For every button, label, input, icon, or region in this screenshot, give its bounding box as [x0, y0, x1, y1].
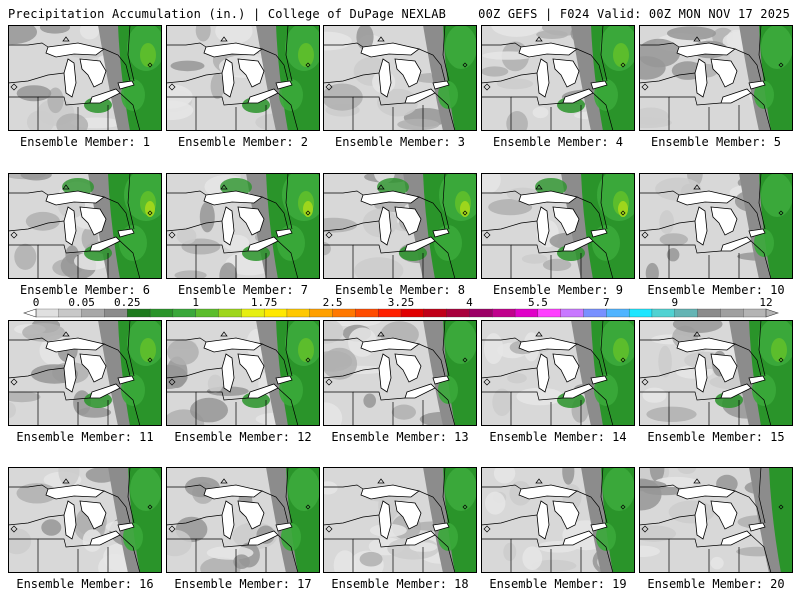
ensemble-member-label: Ensemble Member: 5	[650, 135, 782, 149]
ensemble-panel: Ensemble Member: 17	[166, 467, 320, 591]
ensemble-member-label: Ensemble Member: 15	[647, 430, 785, 444]
ensemble-panel: Ensemble Member: 16	[8, 467, 162, 591]
precip-map	[323, 320, 477, 426]
precip-map	[323, 25, 477, 131]
ensemble-member-label: Ensemble Member: 16	[16, 577, 154, 591]
ensemble-panel: Ensemble Member: 1	[8, 25, 162, 149]
ensemble-panel: Ensemble Member: 5	[639, 25, 793, 149]
ensemble-member-label: Ensemble Member: 20	[647, 577, 785, 591]
ensemble-panel: Ensemble Member: 13	[323, 320, 477, 444]
ensemble-member-label: Ensemble Member: 17	[174, 577, 312, 591]
ensemble-member-label: Ensemble Member: 13	[331, 430, 469, 444]
ensemble-member-label: Ensemble Member: 4	[492, 135, 624, 149]
ensemble-panel: Ensemble Member: 20	[639, 467, 793, 591]
precip-map	[8, 25, 162, 131]
chart-title: Precipitation Accumulation (in.) | Colle…	[8, 7, 447, 21]
ensemble-panel: Ensemble Member: 10	[639, 173, 793, 297]
precip-map	[639, 173, 793, 279]
ensemble-member-label: Ensemble Member: 6	[19, 283, 151, 297]
ensemble-member-label: Ensemble Member: 7	[177, 283, 309, 297]
ensemble-panel: Ensemble Member: 19	[481, 467, 635, 591]
precip-map	[166, 320, 320, 426]
precip-map	[481, 173, 635, 279]
precip-map	[166, 25, 320, 131]
precip-map	[639, 320, 793, 426]
ensemble-member-label: Ensemble Member: 19	[489, 577, 627, 591]
ensemble-panel: Ensemble Member: 15	[639, 320, 793, 444]
precip-map	[639, 25, 793, 131]
run-valid-time: 00Z GEFS | F024 Valid: 00Z MON NOV 17 20…	[478, 7, 790, 21]
ensemble-panel: Ensemble Member: 18	[323, 467, 477, 591]
ensemble-member-label: Ensemble Member: 8	[334, 283, 466, 297]
ensemble-panel: Ensemble Member: 7	[166, 173, 320, 297]
precip-map	[8, 467, 162, 573]
precip-map	[8, 320, 162, 426]
precip-map	[8, 173, 162, 279]
ensemble-panel: Ensemble Member: 11	[8, 320, 162, 444]
ensemble-panel: Ensemble Member: 4	[481, 25, 635, 149]
ensemble-panel: Ensemble Member: 14	[481, 320, 635, 444]
ensemble-member-label: Ensemble Member: 9	[492, 283, 624, 297]
ensemble-panel: Ensemble Member: 3	[323, 25, 477, 149]
ensemble-member-label: Ensemble Member: 14	[489, 430, 627, 444]
precip-map	[166, 173, 320, 279]
ensemble-member-label: Ensemble Member: 11	[16, 430, 154, 444]
precip-map	[323, 173, 477, 279]
ensemble-member-label: Ensemble Member: 12	[174, 430, 312, 444]
precip-map	[481, 25, 635, 131]
ensemble-panel: Ensemble Member: 12	[166, 320, 320, 444]
ensemble-panel: Ensemble Member: 2	[166, 25, 320, 149]
ensemble-member-label: Ensemble Member: 18	[331, 577, 469, 591]
ensemble-member-label: Ensemble Member: 3	[334, 135, 466, 149]
precip-map	[481, 467, 635, 573]
ensemble-panel: Ensemble Member: 8	[323, 173, 477, 297]
precip-map	[323, 467, 477, 573]
ensemble-member-label: Ensemble Member: 2	[177, 135, 309, 149]
ensemble-panel: Ensemble Member: 9	[481, 173, 635, 297]
ensemble-member-label: Ensemble Member: 1	[19, 135, 151, 149]
precip-map	[639, 467, 793, 573]
ensemble-member-label: Ensemble Member: 10	[647, 283, 785, 297]
precip-map	[481, 320, 635, 426]
ensemble-panel: Ensemble Member: 6	[8, 173, 162, 297]
precip-map	[166, 467, 320, 573]
